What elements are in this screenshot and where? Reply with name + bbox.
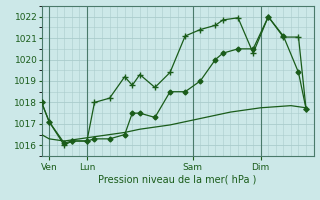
X-axis label: Pression niveau de la mer( hPa ): Pression niveau de la mer( hPa ): [99, 175, 257, 185]
